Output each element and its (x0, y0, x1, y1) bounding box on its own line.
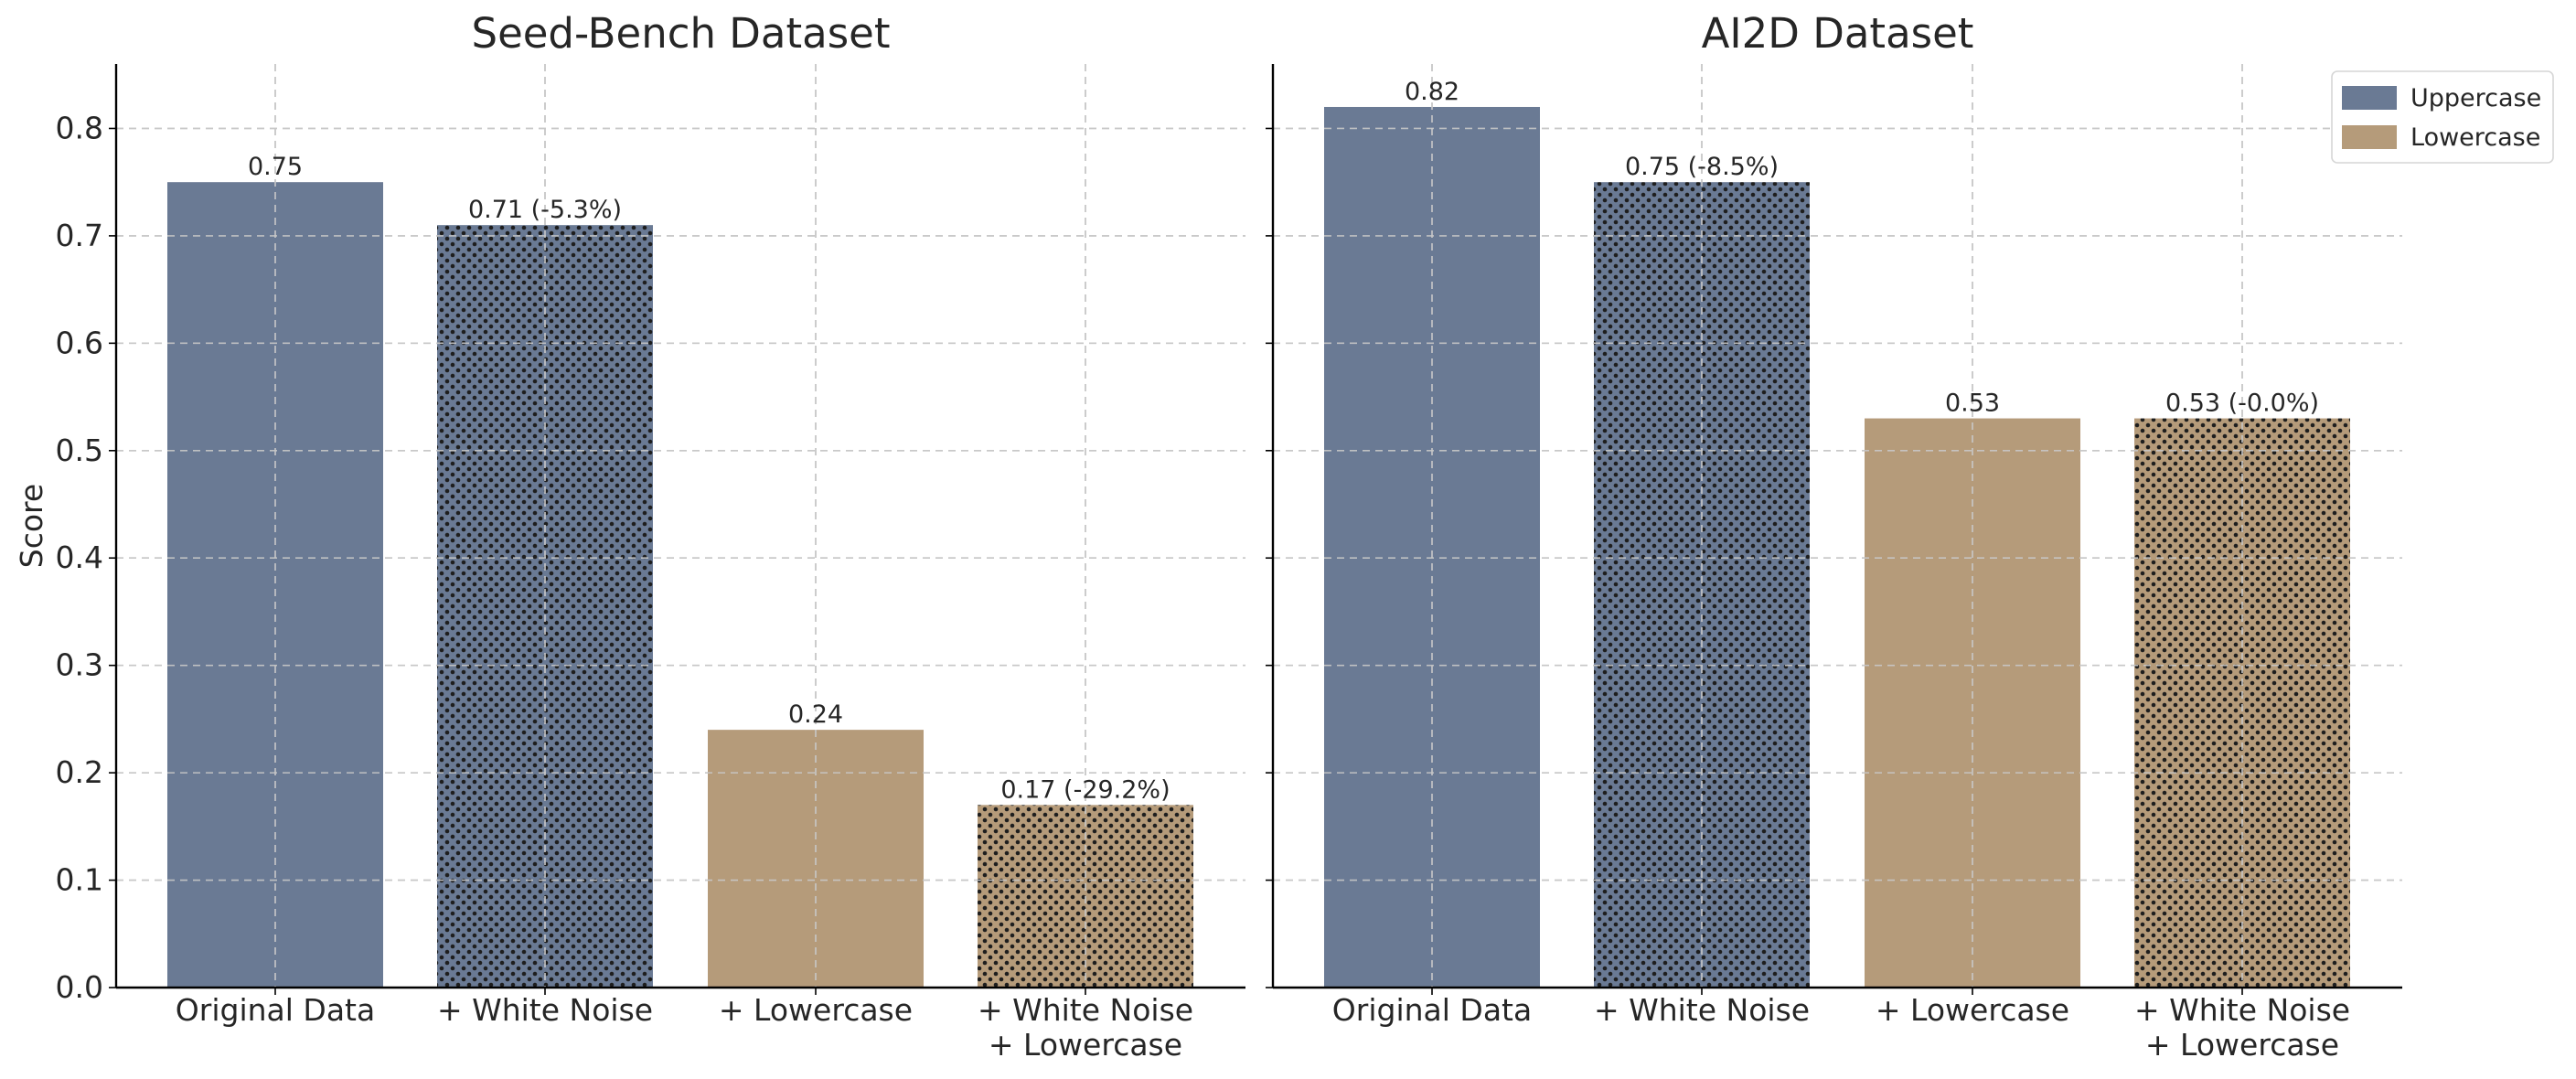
y-tick-label: 0.3 (56, 647, 103, 683)
bar (167, 182, 383, 988)
y-tick-label: 0.7 (56, 218, 103, 253)
data-label: 0.75 (-8.5%) (1625, 153, 1779, 181)
x-tick-label: + Lowercase (1876, 992, 2069, 1028)
data-label: 0.75 (248, 153, 303, 181)
x-tick-label: + White Noise (1594, 992, 1810, 1028)
legend: Uppercase Lowercase (2331, 70, 2554, 164)
ai2d-panel: 0.82 0.75 (-8.5%) 0.53 0.53 (-0.0%) Original… (1266, 9, 2402, 1063)
bar (1324, 106, 1540, 988)
legend-entry: Lowercase (2410, 123, 2540, 152)
y-tick-label: 0.0 (56, 969, 103, 1005)
y-axis-label: Score (14, 484, 49, 568)
chart-title: AI2D Dataset (1702, 9, 1974, 58)
y-tick-label: 0.8 (56, 110, 103, 145)
y-tick-label: 0.2 (56, 754, 103, 790)
x-tick-label: + Lowercase (989, 1027, 1182, 1063)
y-tick-label: 0.1 (56, 862, 103, 898)
x-tick-label: + White Noise (2134, 992, 2350, 1028)
bar (1594, 182, 1810, 988)
y-tick-label: 0.6 (56, 325, 103, 360)
legend-swatch (2342, 125, 2397, 149)
legend-entry: Uppercase (2410, 84, 2541, 112)
seed-bench-panel: 0.75 0.71 (-5.3%) 0.24 0.17 (-29.2%) 0.0 0.1 0… (14, 9, 1245, 1063)
x-tick-label: + White Noise (437, 992, 653, 1028)
y-tick-label: 0.5 (56, 433, 103, 468)
data-label: 0.24 (788, 700, 843, 729)
x-tick-label: Original Data (176, 992, 375, 1028)
x-tick-label: Original Data (1332, 992, 1532, 1028)
data-label: 0.82 (1405, 78, 1459, 106)
y-tick-label: 0.4 (56, 540, 103, 575)
data-label: 0.17 (-29.2%) (1000, 775, 1170, 804)
data-label: 0.71 (-5.3%) (468, 196, 622, 224)
x-tick-label: + Lowercase (2145, 1027, 2339, 1063)
data-label: 0.53 (-0.0%) (2165, 390, 2319, 418)
x-tick-label: + Lowercase (719, 992, 913, 1028)
chart-title: Seed-Bench Dataset (472, 9, 891, 58)
legend-swatch (2342, 86, 2397, 110)
x-tick-label: + White Noise (978, 992, 1193, 1028)
data-label: 0.53 (1945, 390, 2000, 418)
